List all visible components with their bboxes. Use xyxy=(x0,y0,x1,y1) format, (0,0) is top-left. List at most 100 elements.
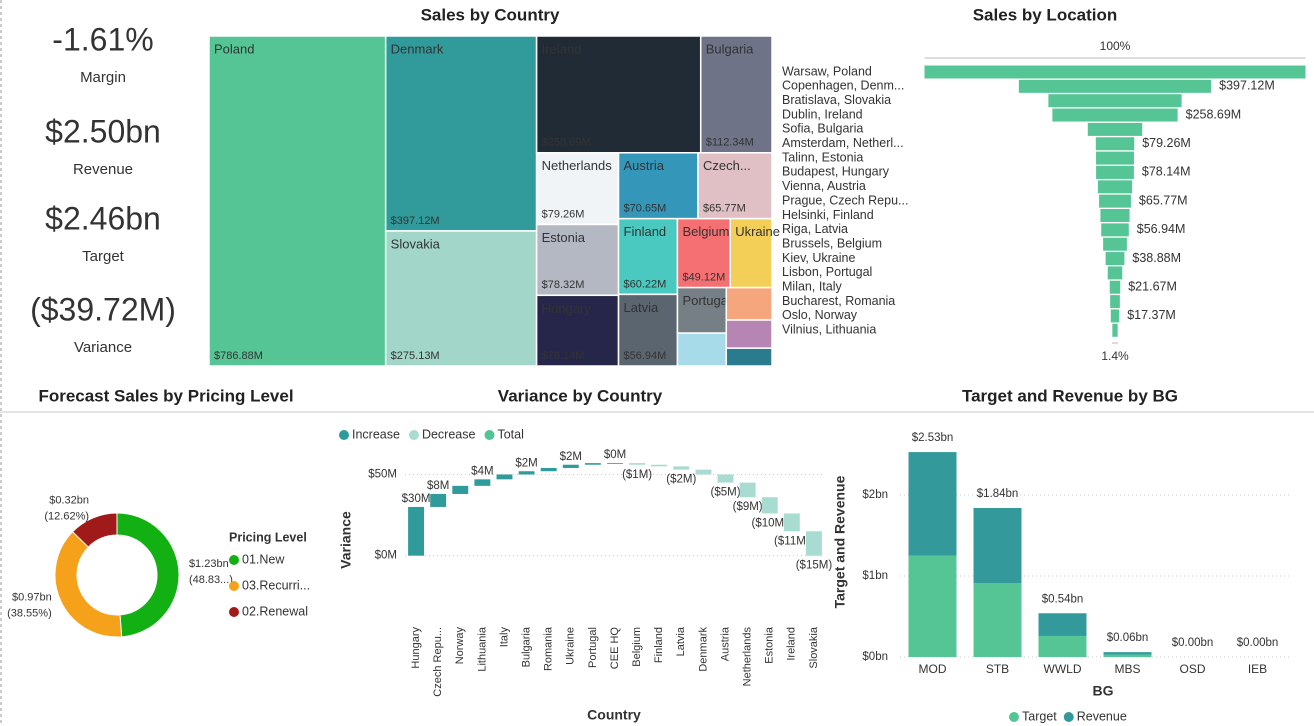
x-tick-label: Estonia xyxy=(764,626,776,664)
funnel-category: Milan, Italy xyxy=(782,280,842,294)
tile-label: Denmark xyxy=(391,41,444,56)
treemap-tile xyxy=(699,35,773,154)
waterfall-bar xyxy=(584,463,601,465)
treemap-tile xyxy=(208,35,387,367)
legend-marker xyxy=(1063,712,1074,722)
funnel-category: Kiev, Ukraine xyxy=(782,251,855,265)
funnel-value-label: $65.77M xyxy=(1139,193,1188,207)
legend-marker xyxy=(229,555,239,565)
x-axis-title: BG xyxy=(1093,683,1114,699)
funnel-bar xyxy=(1103,237,1127,251)
funnel-bar xyxy=(1110,309,1120,323)
funnel-value-label: $17.37M xyxy=(1127,308,1176,322)
tile-value-label: $60.22M xyxy=(624,278,667,290)
tile-label: Estonia xyxy=(542,230,586,245)
kpi-value: -1.61% xyxy=(52,21,153,57)
waterfall-bar xyxy=(496,474,513,480)
tile-value-label: $56.94M xyxy=(624,350,667,362)
legend-entry: Target xyxy=(1022,709,1057,723)
tile-value-label: $70.65M xyxy=(624,203,667,215)
funnel-category: Lisbon, Portugal xyxy=(782,265,872,279)
funnel-bar xyxy=(1101,223,1129,237)
waterfall-value-label: ($1M) xyxy=(622,469,652,481)
donut-percent-label: (12.62%) xyxy=(44,511,89,523)
x-tick-label: Lithuania xyxy=(476,626,488,672)
funnel-bar xyxy=(1112,323,1118,337)
funnel-bar xyxy=(1110,295,1120,309)
x-tick-label: Czech Repu... xyxy=(432,627,444,697)
legend-entry: 02.Renewal xyxy=(242,604,308,618)
waterfall-bar xyxy=(783,513,800,532)
waterfall-value-label: $30M xyxy=(402,493,431,505)
funnel-category: Sofia, Bulgaria xyxy=(782,122,863,136)
funnel-category: Oslo, Norway xyxy=(782,308,858,322)
chart-title: Target and Revenue by BG xyxy=(962,386,1178,405)
x-tick-label: Norway xyxy=(454,627,466,665)
waterfall-bar xyxy=(629,463,646,465)
waterfall-value-label: ($9M) xyxy=(733,501,763,513)
chart-title: Forecast Sales by Pricing Level xyxy=(38,386,293,405)
treemap-tile xyxy=(676,332,728,367)
waterfall-value-label: $8M xyxy=(427,480,449,492)
bar-segment xyxy=(973,507,1022,584)
funnel-value-label: $56.94M xyxy=(1137,222,1186,236)
waterfall-bar xyxy=(430,493,447,507)
funnel-value-label: $258.69M xyxy=(1186,107,1242,121)
tile-label: Portugal xyxy=(682,293,731,308)
tile-label: Belgium xyxy=(682,224,729,239)
y-tick-label: $2bn xyxy=(862,489,888,501)
bar-segment xyxy=(1103,654,1152,657)
y-tick-label: $50M xyxy=(368,469,397,481)
funnel-bar xyxy=(1095,137,1135,151)
waterfall-bar xyxy=(739,482,756,498)
funnel-bar xyxy=(1096,151,1134,165)
x-tick-label: MBS xyxy=(1114,662,1140,676)
x-tick-label: WWLD xyxy=(1044,662,1082,676)
tile-label: Czech... xyxy=(703,158,751,173)
kpi-value: $2.50bn xyxy=(45,113,161,149)
tile-value-label: $258.69M xyxy=(542,137,591,149)
chart-title: Sales by Location xyxy=(973,5,1118,24)
legend-entry: Revenue xyxy=(1077,709,1127,723)
waterfall-bar xyxy=(452,485,469,494)
donut-slice xyxy=(71,512,118,548)
treemap-tile xyxy=(676,217,731,289)
total-label: $0.00bn xyxy=(1172,637,1214,649)
legend-entry: Total xyxy=(497,427,523,441)
funnel-category: Helsinki, Finland xyxy=(782,208,874,222)
treemap-tile xyxy=(535,294,620,367)
tile-label: Netherlands xyxy=(542,158,613,173)
legend-entry: Increase xyxy=(352,427,400,441)
tile-value-label: $79.26M xyxy=(542,208,585,220)
donut-value-label: $1.23bn xyxy=(189,558,229,570)
bar-segment xyxy=(908,555,957,657)
x-tick-label: Netherlands xyxy=(742,627,754,687)
funnel-category: Bratislava, Slovakia xyxy=(782,93,891,107)
tile-value-label: $786.88M xyxy=(214,350,263,362)
waterfall-bar xyxy=(408,506,425,556)
legend-marker xyxy=(408,430,419,440)
x-tick-label: Denmark xyxy=(697,627,709,672)
total-label: $0.00bn xyxy=(1237,637,1279,649)
kpi-label: Variance xyxy=(74,339,132,356)
x-tick-label: Italy xyxy=(498,627,510,648)
tile-label: Poland xyxy=(214,41,254,56)
treemap-tile xyxy=(697,152,773,220)
x-tick-label: CEE HQ xyxy=(609,627,621,670)
donut-value-label: $0.32bn xyxy=(49,495,89,507)
funnel-value-label: $78.14M xyxy=(1142,165,1191,179)
treemap-tile xyxy=(725,347,773,367)
tile-value-label: $397.12M xyxy=(391,215,440,227)
x-tick-label: Hungary xyxy=(410,627,422,669)
x-tick-label: Portugal xyxy=(587,627,599,668)
funnel-bottom-label: 1.4% xyxy=(1101,349,1129,363)
x-tick-label: IEB xyxy=(1248,662,1267,676)
x-tick-label: Bulgaria xyxy=(520,626,532,667)
legend-entry: 01.New xyxy=(242,552,285,566)
donut-percent-label: (38.55%) xyxy=(7,607,52,619)
tile-label: Ukraine xyxy=(735,224,780,239)
waterfall-bar xyxy=(695,469,712,475)
legend-marker xyxy=(484,430,495,440)
waterfall-value-label: $2M xyxy=(560,451,582,463)
